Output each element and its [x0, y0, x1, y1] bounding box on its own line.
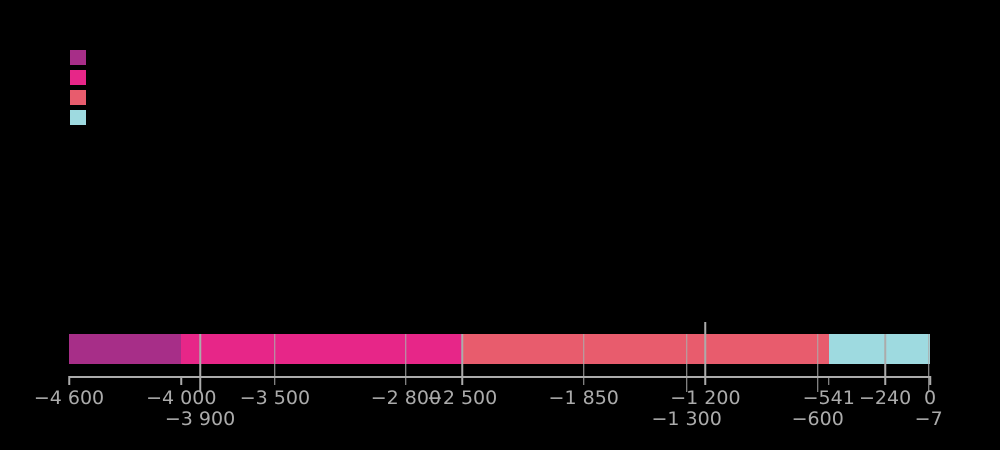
timeline-segment-3 [462, 334, 829, 364]
tick-marker [180, 376, 183, 385]
tick-marker [582, 334, 585, 385]
tick-label: −2 500 [426, 387, 498, 409]
tick-marker [884, 334, 886, 385]
tick-label: −4 000 [146, 387, 217, 409]
tick-marker [929, 376, 931, 385]
tick-label: −240 [858, 387, 912, 409]
tick-label: 0 [923, 387, 937, 409]
timeline-segment-1 [69, 334, 182, 364]
tick-label: −2 800 [370, 387, 442, 409]
tick-marker [461, 334, 463, 385]
tick-label: −3 500 [239, 387, 311, 409]
tick-marker [927, 334, 930, 392]
tick-marker [704, 322, 707, 385]
tick-marker [685, 334, 688, 392]
tick-marker [827, 376, 830, 385]
legend-swatch-4 [70, 110, 86, 125]
tick-label: −4 600 [33, 387, 105, 409]
tick-label: −3 900 [164, 408, 236, 430]
timeline-segment-4 [828, 334, 930, 364]
legend [70, 50, 86, 125]
tick-label: −1 300 [651, 408, 722, 430]
x-axis-line [69, 376, 931, 378]
tick-label: −1 850 [548, 387, 619, 409]
tick-label: −541 [802, 387, 855, 409]
tick-marker [816, 334, 819, 392]
tick-marker [405, 334, 407, 385]
legend-swatch-2 [70, 70, 86, 85]
timeline-segment-2 [181, 334, 463, 364]
legend-swatch-3 [70, 90, 86, 105]
tick-marker [68, 376, 70, 385]
tick-marker [274, 334, 276, 385]
tick-label: −7 [914, 408, 943, 430]
tick-label: −600 [791, 408, 844, 430]
tick-marker [199, 334, 201, 392]
legend-swatch-1 [70, 50, 86, 65]
tick-label: −1 200 [670, 387, 741, 409]
